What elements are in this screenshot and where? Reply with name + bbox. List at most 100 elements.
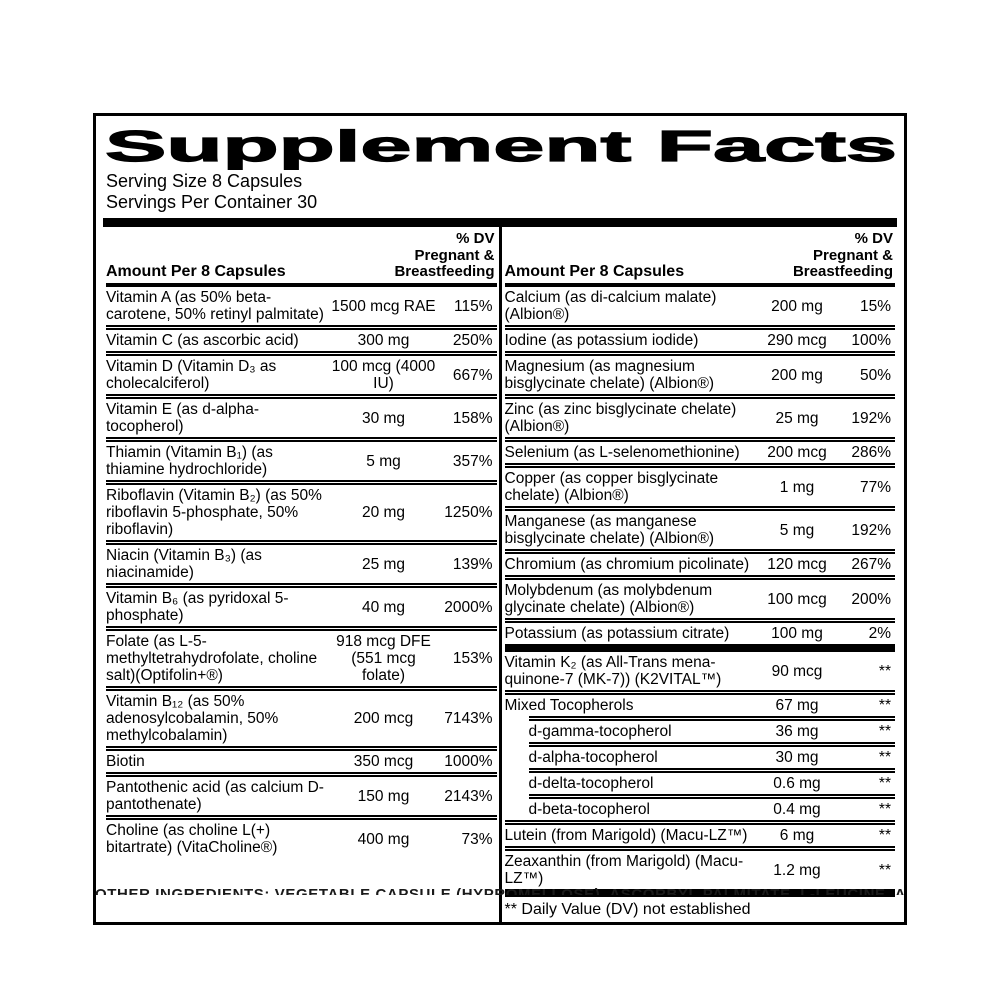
- nutrient-dv: **: [878, 749, 891, 767]
- nutrient-row: d-beta-tocopherol 0.4 mg **: [505, 794, 896, 820]
- nutrient-amount: 300 mg: [357, 332, 410, 350]
- nutrient-row: Biotin 350 mcg 1000%: [106, 746, 497, 772]
- nutrient-row: Thiamin (Vitamin B₁) (as thiamine hydroc…: [106, 437, 497, 480]
- nutrient-amount: 290 mcg: [767, 332, 827, 350]
- panel-title-svg: Supplement Facts: [105, 121, 898, 170]
- nutrient-name: Magnesium (as magnesium bisglycinate che…: [504, 358, 715, 393]
- nutrient-amount: 30 mg: [361, 409, 406, 427]
- nutrient-dv: **: [878, 827, 891, 845]
- nutrient-dv: 50%: [859, 366, 891, 384]
- nutrient-amount: 25 mg: [775, 409, 819, 427]
- nutrient-row: Vitamin D (Vitamin D₃ as cholecalciferol…: [106, 351, 497, 394]
- nutrient-name: Vitamin B₆ (as pyridoxal 5-phosphate): [106, 590, 289, 625]
- nutrient-amount: 6 mg: [779, 827, 815, 845]
- nutrient-row: Vitamin C (as ascorbic acid) 300 mg 250%: [106, 325, 497, 351]
- right-column-header: Amount Per 8 Capsules % DV Pregnant & Br…: [504, 227, 895, 288]
- nutrient-amount: 1500 mcg RAE: [331, 297, 436, 315]
- nutrient-row: Vitamin B₆ (as pyridoxal 5-phosphate) 40…: [106, 583, 497, 626]
- nutrient-amount: 100 mcg (4000 IU): [331, 358, 436, 393]
- nutrient-name: Lutein (from Marigold) (Macu-LZ™): [504, 827, 748, 845]
- nutrient-dv: 73%: [461, 830, 493, 848]
- nutrient-row: Manganese (as manganese bisglycinate che…: [504, 506, 895, 549]
- nutrient-name: Copper (as copper bisglycinate chelate) …: [504, 470, 719, 505]
- nutrient-dv: **: [878, 723, 891, 741]
- nutrient-row: Vitamin B₁₂ (as 50% adenosylcobalamin, 5…: [106, 686, 497, 746]
- footnote-thick-rule: [504, 889, 895, 898]
- nutrient-amount: 25 mg: [361, 555, 406, 573]
- nutrient-dv: 1000%: [444, 753, 493, 771]
- nutrient-name: Zinc (as zinc bisglycinate chelate) (Alb…: [504, 401, 737, 436]
- nutrient-name: Vitamin D (Vitamin D₃ as cholecalciferol…: [106, 358, 277, 393]
- left-rows: Vitamin A (as 50% beta-carotene, 50% ret…: [106, 287, 497, 858]
- nutrient-name: d-delta-tocopherol: [528, 775, 654, 793]
- nutrient-dv: 250%: [452, 332, 493, 350]
- nutrient-dv: 192%: [851, 409, 891, 427]
- nutrient-row: Riboflavin (Vitamin B₂) (as 50% riboflav…: [106, 480, 497, 540]
- nutrient-amount: 5 mg: [779, 521, 815, 539]
- right-column: Amount Per 8 Capsules % DV Pregnant & Br…: [502, 227, 898, 922]
- right-main-rows: Calcium (as di-calcium malate) (Albion®)…: [504, 287, 896, 644]
- nutrient-dv: **: [878, 775, 891, 793]
- nutrient-dv: 200%: [851, 590, 891, 608]
- nutrient-row: Selenium (as L-selenomethionine) 200 mcg…: [504, 437, 895, 463]
- nutrient-name: Potassium (as potassium citrate): [504, 625, 730, 643]
- facts-columns: Amount Per 8 Capsules % DV Pregnant & Br…: [103, 226, 898, 923]
- nutrient-dv: 667%: [452, 366, 493, 384]
- left-column: Amount Per 8 Capsules % DV Pregnant & Br…: [103, 227, 499, 922]
- dv-header-line2: Pregnant &: [812, 246, 893, 264]
- nutrient-row: d-alpha-tocopherol 30 mg **: [505, 742, 896, 768]
- nutrient-dv: 192%: [851, 521, 891, 539]
- dv-header-line1: % DV: [456, 229, 495, 247]
- nutrient-name: Riboflavin (Vitamin B₂) (as 50% riboflav…: [106, 487, 322, 539]
- nutrient-amount: 5 mg: [366, 452, 401, 470]
- dv-header: % DV Pregnant & Breastfeeding: [394, 229, 495, 281]
- nutrient-name: Vitamin E (as d-alpha-tocopherol): [106, 401, 260, 436]
- servings-per-container-text: Servings Per Container 30: [106, 191, 318, 212]
- nutrient-name: Manganese (as manganese bisglycinate che…: [504, 513, 715, 548]
- nutrient-name: Vitamin C (as ascorbic acid): [106, 332, 299, 350]
- nutrient-name: d-beta-tocopherol: [528, 801, 651, 819]
- nutrient-name: Calcium (as di-calcium malate) (Albion®): [504, 289, 717, 324]
- nutrient-dv: **: [878, 801, 891, 819]
- nutrient-dv: 15%: [859, 297, 891, 315]
- nutrient-name: Zeaxanthin (from Marigold) (Macu-LZ™): [504, 853, 744, 888]
- nutrient-amount: 200 mg: [771, 366, 823, 384]
- nutrient-amount: 120 mcg: [767, 556, 827, 574]
- nutrient-name: Selenium (as L-selenomethionine): [504, 444, 740, 462]
- nutrient-name: Iodine (as potassium iodide): [504, 332, 699, 350]
- right-other-rows: Vitamin K₂ (as All-Trans mena-quinone-7 …: [504, 652, 896, 889]
- nutrient-row: Vitamin K₂ (as All-Trans mena-quinone-7 …: [505, 652, 896, 690]
- nutrient-name: d-gamma-tocopherol: [528, 723, 672, 741]
- nutrient-row: Pantothenic acid (as calcium D-pantothen…: [106, 772, 497, 815]
- nutrient-amount: 67 mg: [775, 697, 819, 715]
- nutrient-amount: 1 mg: [779, 478, 815, 496]
- dv-header-line3: Breastfeeding: [792, 263, 893, 281]
- nutrient-amount: 100 mg: [771, 625, 823, 643]
- nutrient-row: Chromium (as chromium picolinate) 120 mc…: [504, 549, 895, 575]
- nutrient-name: Pantothenic acid (as calcium D-pantothen…: [106, 779, 324, 814]
- nutrient-name: Vitamin B₁₂ (as 50% adenosylcobalamin, 5…: [106, 693, 279, 745]
- nutrient-amount: 150 mg: [357, 787, 410, 805]
- nutrient-amount: 350 mcg: [353, 753, 414, 771]
- nutrient-name: Folate (as L-5-methyltetrahydrofolate, c…: [106, 633, 318, 685]
- nutrient-name: Molybdenum (as molybdenum glycinate chel…: [504, 582, 713, 617]
- nutrient-amount: 90 mcg: [771, 662, 823, 680]
- nutrient-name: Choline (as choline L(+) bitartrate) (Vi…: [106, 822, 278, 857]
- nutrient-dv: **: [878, 697, 891, 715]
- dv-header-line3: Breastfeeding: [394, 263, 495, 281]
- nutrient-row: Folate (as L-5-methyltetrahydrofolate, c…: [106, 626, 497, 686]
- nutrient-dv: 357%: [452, 452, 493, 470]
- nutrient-row: Potassium (as potassium citrate) 100 mg …: [504, 618, 895, 644]
- nutrient-row: d-gamma-tocopherol 36 mg **: [505, 716, 896, 742]
- nutrient-row: Lutein (from Marigold) (Macu-LZ™) 6 mg *…: [504, 820, 895, 846]
- nutrient-row: d-delta-tocopherol 0.6 mg **: [505, 768, 896, 794]
- nutrient-row: Calcium (as di-calcium malate) (Albion®)…: [505, 287, 896, 325]
- nutrient-name: Biotin: [106, 753, 145, 771]
- nutrient-amount: 40 mg: [361, 598, 406, 616]
- nutrient-amount: 200 mcg: [353, 710, 414, 728]
- nutrient-row: Niacin (Vitamin B₃) (as niacinamide) 25 …: [106, 540, 497, 583]
- nutrient-amount: 400 mg: [357, 830, 410, 848]
- nutrient-name: Thiamin (Vitamin B₁) (as thiamine hydroc…: [106, 444, 273, 479]
- nutrient-amount: 100 mcg: [767, 590, 827, 608]
- nutrient-amount: 1.2 mg: [773, 861, 821, 879]
